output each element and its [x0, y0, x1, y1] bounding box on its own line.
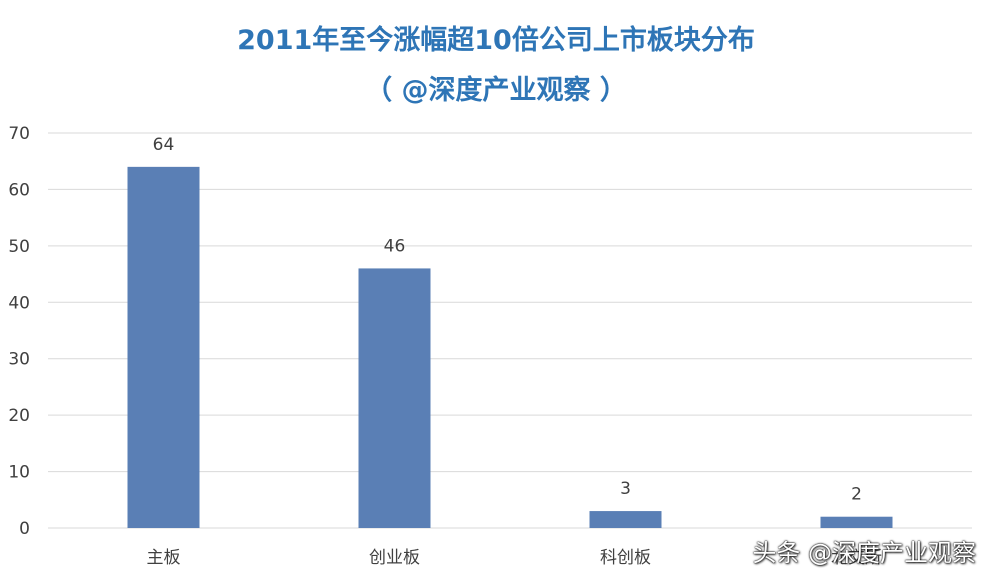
chart-subtitle: （ @深度产业观察 ）	[365, 75, 627, 106]
x-category-label: 科创板	[600, 548, 651, 568]
data-label: 64	[153, 135, 175, 155]
y-tick-label: 30	[8, 350, 30, 370]
bar-2	[358, 268, 431, 528]
data-label: 46	[384, 236, 406, 256]
bar-4	[820, 516, 893, 528]
x-category-label: 主板	[147, 548, 181, 568]
bar-1	[127, 166, 200, 528]
bar-3	[589, 511, 662, 528]
x-category-label: 北交所	[831, 548, 882, 568]
y-tick-label: 70	[8, 124, 30, 144]
chart-title: 2011年至今涨幅超10倍公司上市板块分布	[237, 25, 755, 56]
data-label: 3	[620, 479, 631, 499]
y-tick-label: 20	[8, 406, 30, 426]
y-tick-label: 60	[8, 180, 30, 200]
watermark: 头条 @深度产业观察	[752, 539, 976, 567]
y-tick-label: 50	[8, 237, 30, 257]
x-category-label: 创业板	[369, 548, 420, 568]
y-tick-label: 10	[8, 463, 30, 483]
y-tick-label: 0	[19, 519, 30, 539]
data-label: 2	[851, 485, 862, 505]
y-tick-label: 40	[8, 293, 30, 313]
